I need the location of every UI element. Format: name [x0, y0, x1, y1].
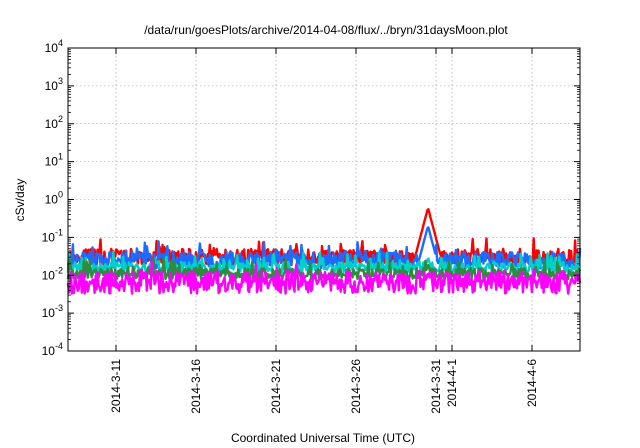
x-tick-label: 2014-3-26 [349, 359, 363, 414]
y-tick-label: 10-1 [42, 227, 63, 244]
y-axis-label: cSv/day [13, 179, 27, 222]
x-tick-label: 2014-4-1 [445, 359, 459, 407]
y-tick-label: 10-2 [42, 265, 63, 282]
y-tick-label: 103 [45, 76, 63, 93]
grid [68, 48, 580, 351]
y-tick-label: 101 [45, 152, 63, 169]
y-tick-label: 102 [45, 114, 63, 131]
x-tick-label: 2014-3-16 [189, 359, 203, 414]
series-line [66, 260, 582, 295]
y-tick-label: 10-3 [42, 303, 63, 320]
y-tick-label: 100 [45, 190, 63, 207]
x-tick-label: 2014-3-21 [269, 359, 283, 414]
y-tick-label: 104 [45, 38, 63, 55]
series-layer [66, 208, 582, 295]
chart-title: /data/run/goesPlots/archive/2014-04-08/f… [144, 23, 508, 37]
x-tick-label: 2014-3-31 [429, 359, 443, 414]
y-tick-label: 10-4 [42, 341, 63, 358]
x-axis-label: Coordinated Universal Time (UTC) [231, 431, 415, 445]
x-tick-label: 2014-3-11 [109, 359, 123, 413]
ticks: 10-4 10-3 10-2 10-1 100 101 102 103 104 2014-3-11… [42, 38, 580, 414]
x-tick-label: 2014-4-6 [525, 359, 539, 407]
